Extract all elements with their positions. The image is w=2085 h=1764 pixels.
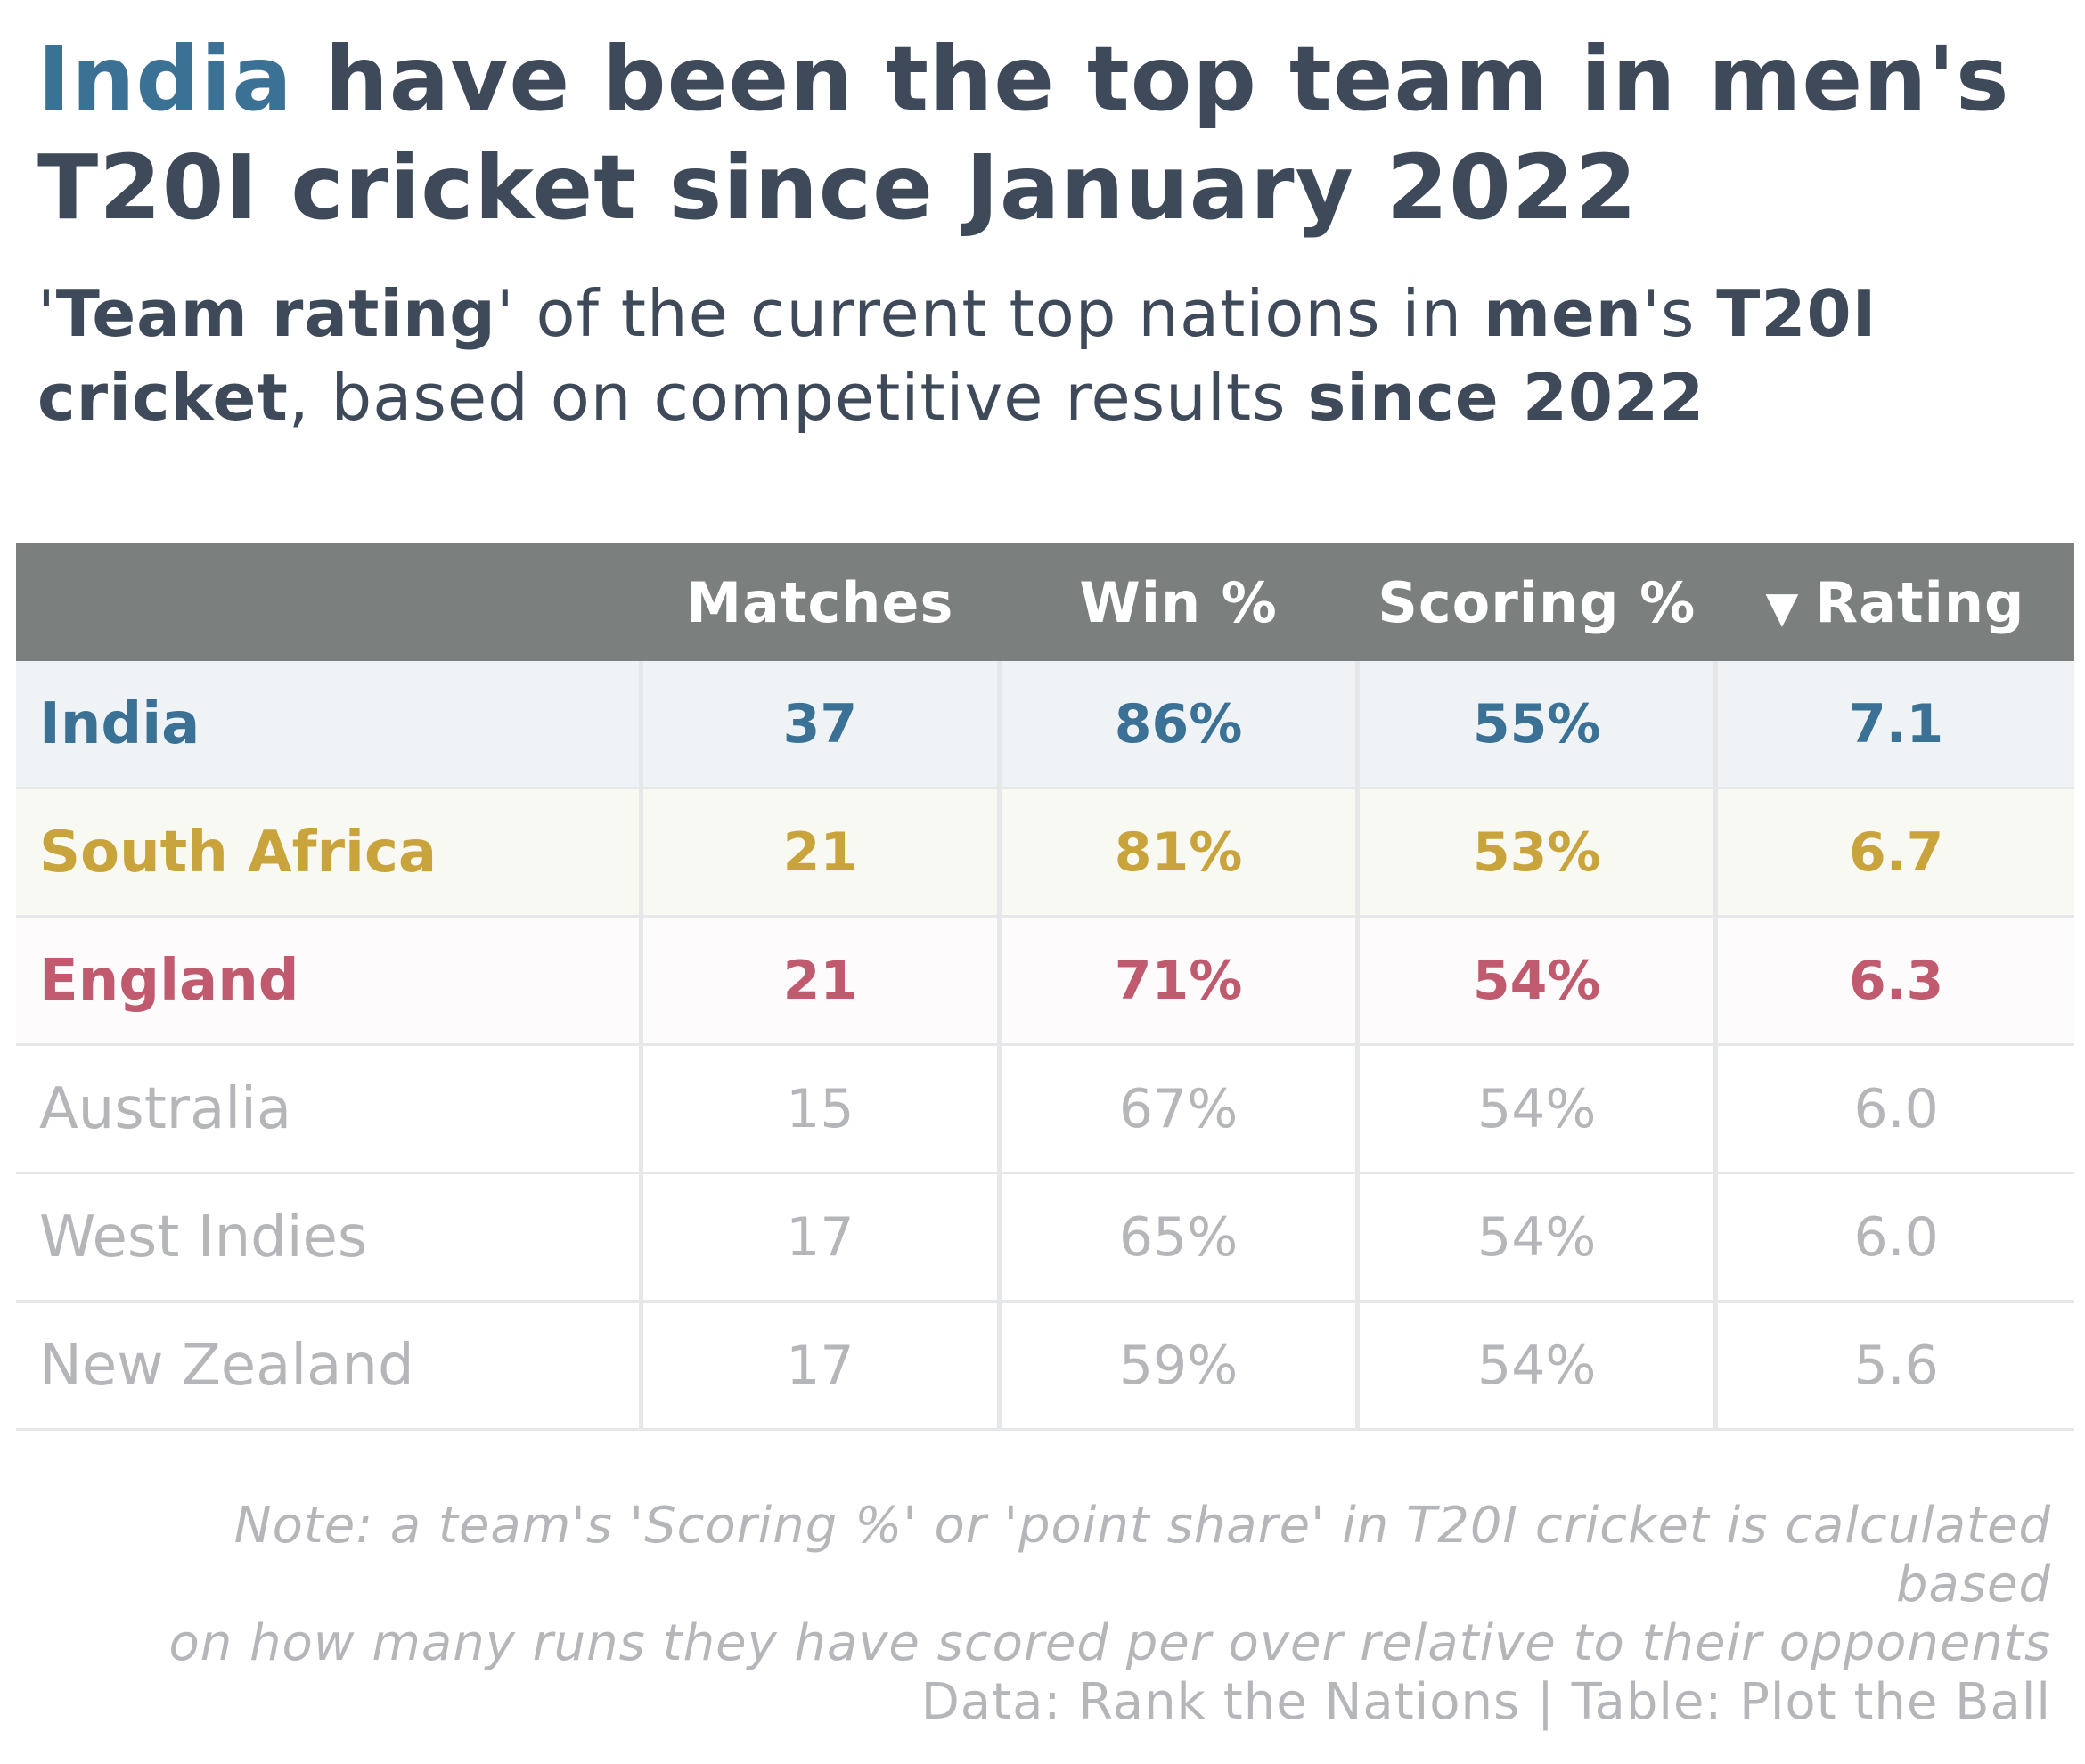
matches-cell: 17 <box>638 1301 1000 1431</box>
table-row: India 37 86% 55% 7.1 <box>16 661 2074 789</box>
rating-cell: 6.3 <box>1713 916 2074 1046</box>
subtitle-part: 's <box>1642 276 1717 351</box>
scoring-pct-cell: 54% <box>1355 916 1716 1046</box>
win-pct-cell: 59% <box>996 1301 1358 1431</box>
team-name: England <box>16 916 642 1046</box>
header-matches[interactable]: Matches <box>641 543 1000 661</box>
header-rating[interactable]: ▼ Rating <box>1715 543 2074 661</box>
footnote-line: on how many runs they have scored per ov… <box>168 1614 2051 1672</box>
chart-subtitle: 'Team rating' of the current top nations… <box>37 272 2069 439</box>
header-scoring-pct[interactable]: Scoring % <box>1357 543 1716 661</box>
footnote: Note: a team's 'Scoring %' or 'point sha… <box>91 1497 2051 1673</box>
win-pct-cell: 67% <box>996 1044 1358 1174</box>
rating-cell: 7.1 <box>1713 661 2074 789</box>
matches-cell: 21 <box>638 788 1000 918</box>
title-rest: have been the top team in men's T20I cri… <box>37 27 2010 240</box>
chart-title: India have been the top team in men's T2… <box>37 25 2069 242</box>
team-name: South Africa <box>16 788 642 918</box>
win-pct-cell: 86% <box>996 661 1358 789</box>
team-name: New Zealand <box>16 1301 642 1431</box>
sort-desc-icon: ▼ <box>1765 582 1800 633</box>
rating-cell: 5.6 <box>1713 1301 2074 1431</box>
table-row: Australia 15 67% 54% 6.0 <box>16 1044 2074 1174</box>
table-row: New Zealand 17 59% 54% 5.6 <box>16 1301 2074 1431</box>
scoring-pct-cell: 54% <box>1355 1301 1716 1431</box>
header-win-pct[interactable]: Win % <box>999 543 1358 661</box>
table-row: West Indies 17 65% 54% 6.0 <box>16 1172 2074 1303</box>
source-credit: Data: Rank the Nations | Table: Plot the… <box>920 1673 2051 1731</box>
matches-cell: 17 <box>638 1172 1000 1303</box>
win-pct-cell: 71% <box>996 916 1358 1046</box>
scoring-pct-cell: 54% <box>1355 1044 1716 1174</box>
footnote-line: Note: a team's 'Scoring %' or 'point sha… <box>233 1497 2051 1613</box>
team-name: West Indies <box>16 1172 642 1303</box>
subtitle-part: ' of the current top nations in <box>495 276 1484 351</box>
rating-cell: 6.7 <box>1713 788 2074 918</box>
matches-cell: 15 <box>638 1044 1000 1174</box>
header-rating-label: Rating <box>1815 569 2025 635</box>
subtitle-bold: T20I cricket <box>37 276 1877 435</box>
matches-cell: 21 <box>638 916 1000 1046</box>
scoring-pct-cell: 54% <box>1355 1172 1716 1303</box>
team-name: India <box>16 661 642 789</box>
team-name: Australia <box>16 1044 642 1174</box>
subtitle-bold: men <box>1483 276 1643 351</box>
subtitle-bold: since 2022 <box>1307 360 1705 435</box>
subtitle-part: ' <box>37 276 56 351</box>
header-team <box>16 543 642 661</box>
subtitle-bold: Team rating <box>55 276 496 351</box>
table-row: South Africa 21 81% 53% 6.7 <box>16 788 2074 918</box>
win-pct-cell: 81% <box>996 788 1358 918</box>
scoring-pct-cell: 53% <box>1355 788 1716 918</box>
subtitle-part: , based on competitive results <box>288 360 1308 435</box>
rating-cell: 6.0 <box>1713 1044 2074 1174</box>
win-pct-cell: 65% <box>996 1172 1358 1303</box>
table-header-row: Matches Win % Scoring % ▼ Rating <box>16 543 2074 661</box>
table-row: England 21 71% 54% 6.3 <box>16 916 2074 1046</box>
title-highlight: India <box>37 27 293 131</box>
matches-cell: 37 <box>638 661 1000 789</box>
rating-cell: 6.0 <box>1713 1172 2074 1303</box>
scoring-pct-cell: 55% <box>1355 661 1716 789</box>
ratings-table: Matches Win % Scoring % ▼ Rating India 37 8… <box>16 543 2074 1431</box>
